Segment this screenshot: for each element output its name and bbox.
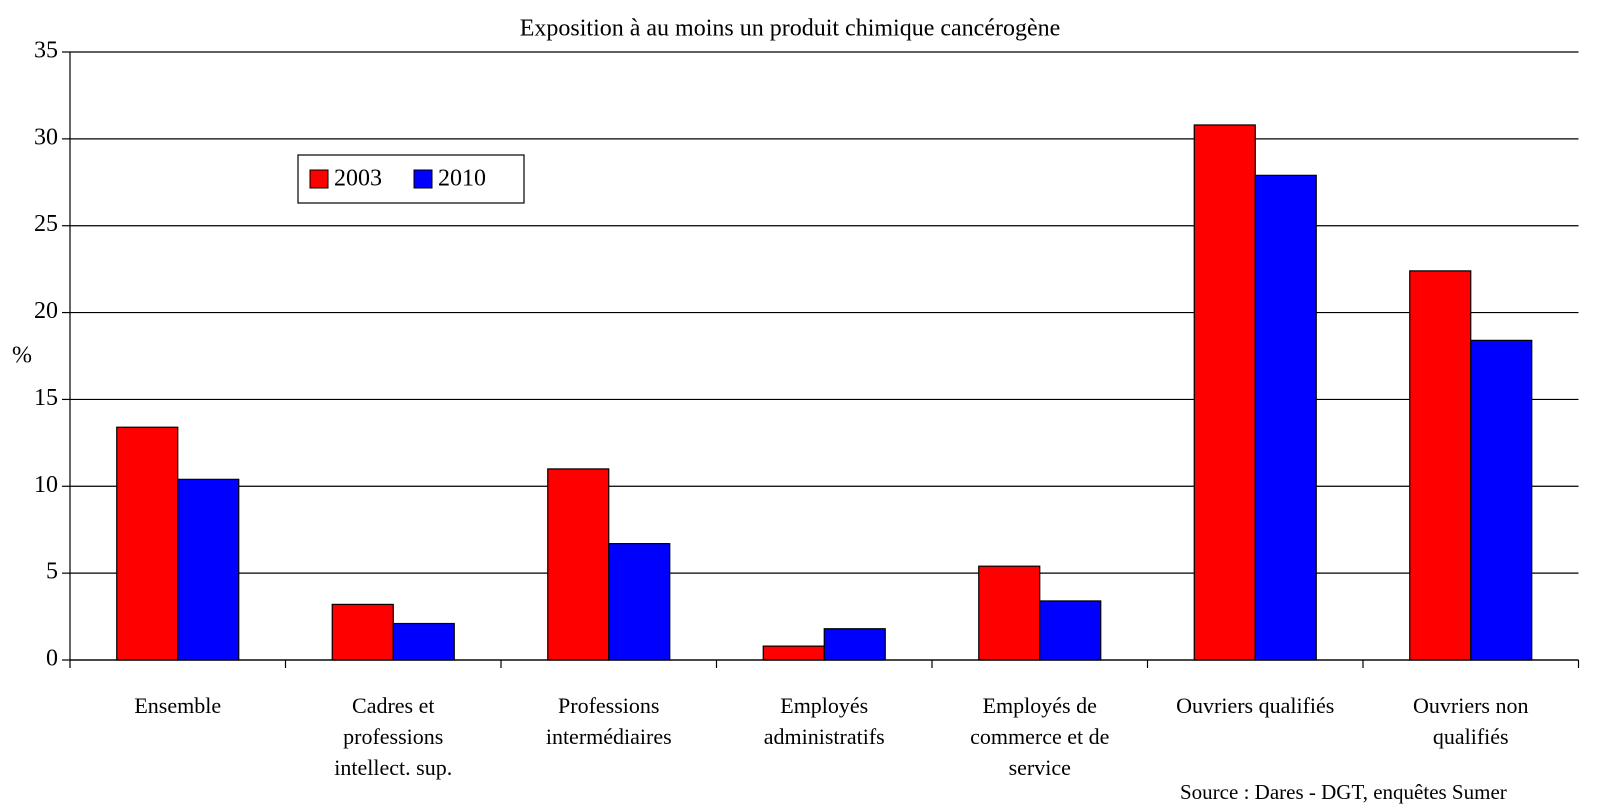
x-tick-label: Ouvriers qualifiés — [1176, 693, 1335, 718]
x-tick-label: Professions intermédiaires — [545, 693, 672, 749]
bar — [978, 565, 1041, 661]
bar — [1409, 270, 1472, 661]
bar — [762, 645, 825, 661]
source-note: Source : Dares - DGT, enquêtes Sumer — [1180, 780, 1507, 804]
bar — [823, 628, 886, 661]
legend-label: 2003 — [334, 166, 382, 192]
bar — [1193, 124, 1256, 661]
x-tick-label: Employés de commerce et de service — [970, 693, 1110, 780]
bar — [1254, 174, 1317, 661]
x-tick-label: Ouvriers non qualifiés — [1413, 693, 1529, 749]
bar — [392, 622, 455, 661]
bar — [116, 426, 179, 661]
x-tick-label: Employés administratifs — [763, 693, 885, 749]
y-tick-label: 20 — [34, 298, 58, 324]
y-tick-label: 15 — [34, 385, 58, 411]
bar — [331, 603, 394, 661]
bar — [177, 478, 240, 661]
x-tick-label: Cadres et professions intellect. sup. — [334, 693, 453, 780]
y-tick-label: 0 — [46, 646, 58, 672]
y-tick-label: 35 — [34, 38, 58, 64]
bar — [608, 543, 671, 661]
legend-swatch — [413, 169, 433, 189]
y-tick-label: 30 — [34, 124, 58, 150]
y-tick-label: 5 — [46, 559, 58, 585]
legend-label: 2010 — [438, 166, 486, 192]
bar — [1470, 339, 1533, 661]
bar — [547, 468, 610, 661]
y-tick-label: 10 — [34, 472, 58, 498]
chart-title: Exposition à au moins un produit chimiqu… — [520, 16, 1061, 42]
legend-swatch — [309, 169, 329, 189]
y-tick-label: 25 — [34, 211, 58, 237]
legend-box — [297, 154, 525, 204]
x-tick-label: Ensemble — [134, 693, 222, 718]
bar — [1039, 600, 1102, 661]
y-axis-label: % — [12, 343, 32, 369]
